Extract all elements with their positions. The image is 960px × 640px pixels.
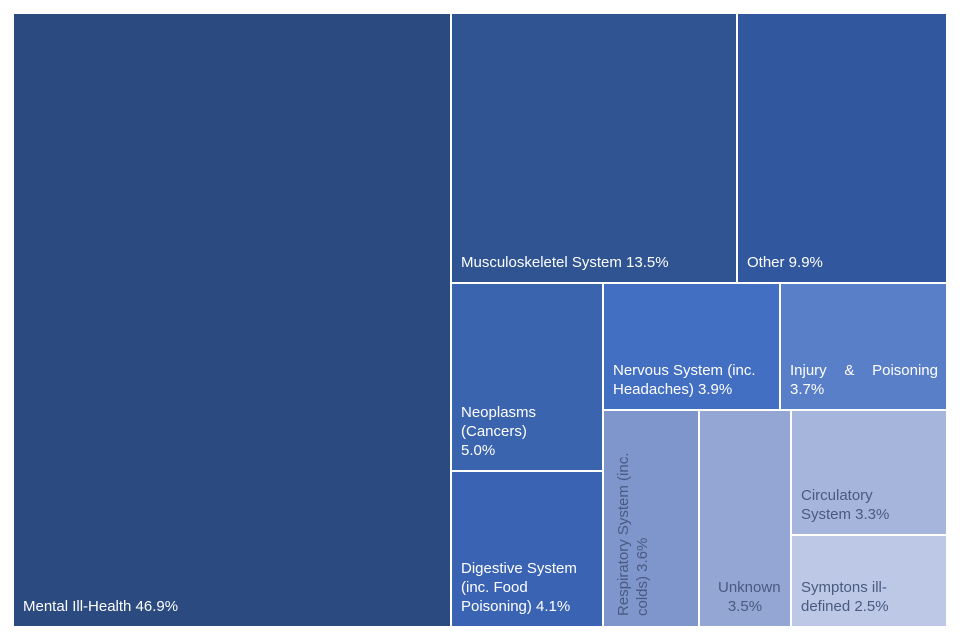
tile-label-musculoskeletal-system: Musculoskeletel System 13.5% xyxy=(461,254,669,271)
tile-symptoms-ill-defined: Symptons ill-defined 2.5% xyxy=(792,536,946,626)
tile-injury-poisoning: Injury & Poisoning 3.7% xyxy=(781,284,946,409)
tile-label-respiratory-system: Respiratory System (inc. colds) 3.6% xyxy=(614,451,652,616)
tile-label-mental-ill-health: Mental Ill-Health 46.9% xyxy=(23,598,179,615)
tile-label-unknown: Unknown 3.5% xyxy=(718,579,781,615)
tile-circulatory-system: Circulatory System 3.3% xyxy=(792,411,946,534)
tile-mental-ill-health: Mental Ill-Health 46.9% xyxy=(14,14,450,626)
tile-label-injury-poisoning: Injury & Poisoning 3.7% xyxy=(790,362,938,398)
tile-digestive-system: Digestive System (inc. Food Poisoning) 4… xyxy=(452,472,602,626)
tile-nervous-system: Nervous System (inc. Headaches) 3.9% xyxy=(604,284,779,409)
tile-label-other: Other 9.9% xyxy=(747,254,823,271)
tile-label-digestive-system: Digestive System (inc. Food Poisoning) 4… xyxy=(461,560,577,615)
tile-label-nervous-system: Nervous System (inc. Headaches) 3.9% xyxy=(613,362,756,398)
tile-label-circulatory-system: Circulatory System 3.3% xyxy=(801,487,890,523)
tile-unknown: Unknown 3.5% xyxy=(700,411,790,626)
tile-label-neoplasms: Neoplasms (Cancers) 5.0% xyxy=(461,404,537,459)
tile-label-respiratory-text: Respiratory System (inc. colds) 3.6% xyxy=(615,452,651,616)
tile-other: Other 9.9% xyxy=(738,14,946,282)
tile-neoplasms: Neoplasms (Cancers) 5.0% xyxy=(452,284,602,470)
tile-respiratory-system: Respiratory System (inc. colds) 3.6% xyxy=(604,411,698,626)
tile-label-symptoms-ill-defined: Symptons ill-defined 2.5% xyxy=(801,579,889,615)
tile-musculoskeletal-system: Musculoskeletel System 13.5% xyxy=(452,14,736,282)
